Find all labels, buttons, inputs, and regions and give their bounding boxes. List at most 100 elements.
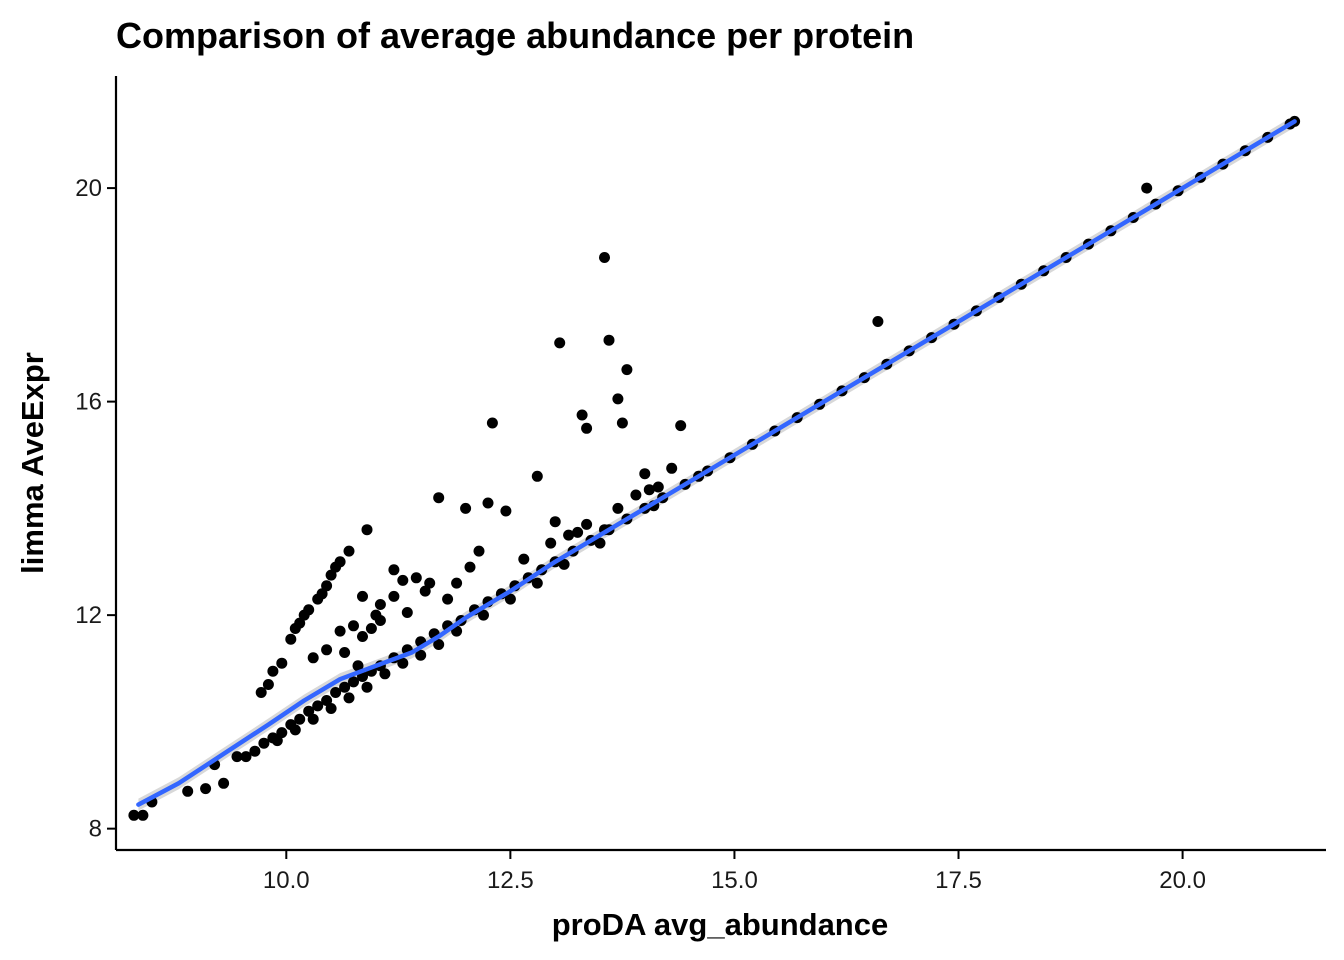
data-point [276, 727, 288, 739]
data-point [370, 609, 382, 621]
data-point [348, 620, 359, 632]
data-point [294, 713, 306, 725]
data-point [267, 665, 279, 677]
data-point [464, 561, 476, 573]
data-point [621, 364, 633, 376]
x-tick-label: 17.5 [935, 867, 982, 894]
data-point [343, 692, 355, 704]
smooth-trend-line [136, 119, 1297, 807]
data-point [482, 497, 494, 509]
data-point [182, 785, 194, 797]
data-point [316, 588, 328, 600]
data-point [433, 639, 445, 650]
data-point [303, 604, 315, 616]
data-point [419, 585, 431, 597]
data-point [325, 703, 337, 714]
x-tick-label: 15.0 [711, 867, 758, 894]
x-tick-label: 20.0 [1159, 867, 1206, 894]
smooth-confidence-band [138, 115, 1295, 811]
data-point [397, 657, 409, 669]
data-point [374, 599, 386, 610]
data-point [343, 545, 355, 557]
data-point [240, 751, 252, 763]
data-point [554, 337, 566, 349]
data-point [433, 492, 445, 504]
data-point [334, 625, 346, 637]
y-tick-label: 16 [75, 389, 102, 416]
data-point [500, 505, 512, 517]
chart-title: Comparison of average abundance per prot… [116, 15, 914, 56]
data-point [285, 633, 297, 645]
data-point [581, 422, 593, 434]
data-point [357, 631, 368, 642]
data-point [128, 809, 140, 821]
data-point [361, 524, 373, 536]
data-point [549, 516, 561, 528]
data-point [352, 660, 364, 672]
data-point [531, 577, 543, 589]
data-point [249, 745, 261, 757]
data-point [312, 700, 324, 712]
data-point [271, 735, 283, 747]
data-point [397, 574, 409, 586]
data-point [137, 809, 149, 821]
data-point [572, 526, 584, 538]
data-point [200, 783, 212, 795]
data-point [307, 652, 319, 664]
data-point [255, 687, 267, 698]
data-point [231, 751, 243, 763]
data-point [325, 569, 337, 581]
data-point [558, 558, 570, 570]
confidence-band [138, 115, 1295, 811]
data-point [473, 545, 485, 557]
data-point [365, 623, 377, 634]
data-point [294, 617, 306, 629]
data-point [872, 316, 884, 327]
y-tick-label: 20 [75, 175, 102, 202]
y-tick-label: 8 [89, 816, 102, 843]
data-point [518, 553, 530, 565]
data-point [603, 334, 615, 346]
data-point [581, 518, 593, 530]
data-point [612, 393, 624, 405]
data-point [330, 561, 342, 573]
data-point [415, 649, 427, 661]
data-point [576, 409, 588, 421]
data-point [675, 420, 687, 432]
data-point [531, 470, 543, 482]
data-point [289, 724, 301, 736]
data-point [563, 529, 575, 541]
x-axis-title: proDA avg_abundance [552, 907, 888, 942]
data-point [478, 609, 489, 621]
data-point [307, 713, 319, 725]
y-axis-ticks: 8 12 16 20 [75, 175, 116, 843]
data-point [545, 537, 557, 549]
data-point [388, 590, 400, 602]
data-point [361, 681, 373, 693]
data-point [262, 679, 274, 690]
data-point [630, 489, 642, 501]
data-point [321, 580, 333, 592]
data-point [388, 564, 400, 576]
data-point [1141, 182, 1153, 194]
data-point [401, 607, 413, 618]
data-point [504, 593, 516, 605]
data-point [643, 484, 655, 496]
y-tick-label: 12 [75, 602, 102, 629]
data-point [442, 593, 454, 605]
data-point [321, 695, 333, 706]
x-axis-ticks: 10.0 12.5 15.0 17.5 20.0 [263, 850, 1206, 894]
x-tick-label: 10.0 [263, 867, 310, 894]
x-tick-label: 12.5 [487, 867, 534, 894]
data-point [321, 644, 333, 656]
data-point [652, 481, 664, 493]
data-point [339, 647, 351, 658]
data-point [379, 668, 391, 680]
data-point [616, 417, 628, 429]
smooth-line [136, 119, 1297, 807]
data-point [258, 737, 270, 749]
data-point [303, 705, 315, 717]
data-point [486, 417, 498, 429]
data-point [218, 777, 230, 789]
